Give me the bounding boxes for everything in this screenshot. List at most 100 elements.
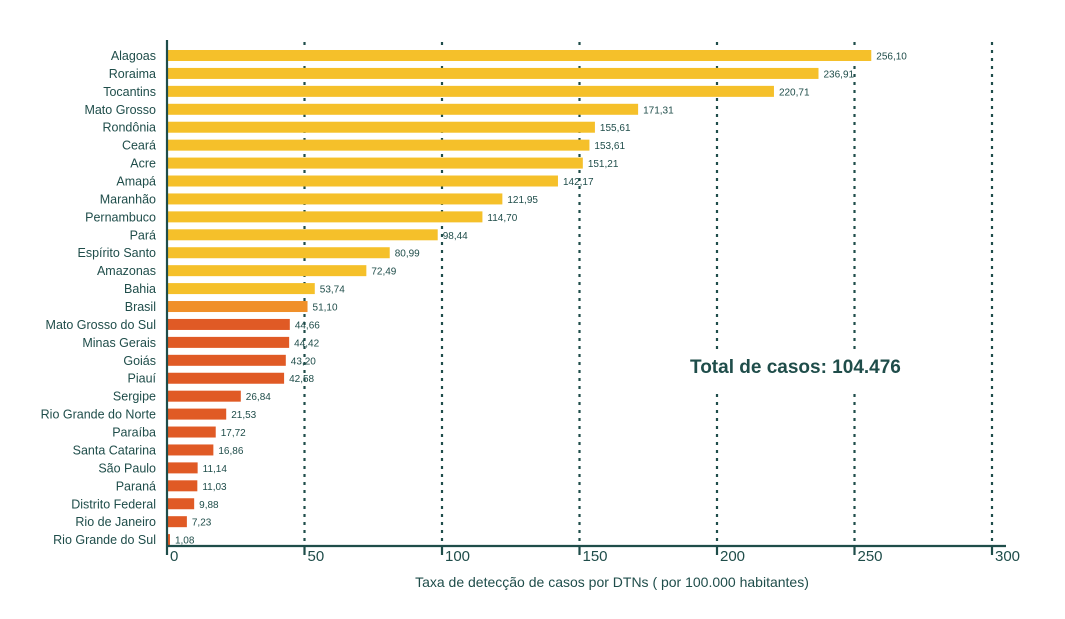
bars (168, 50, 872, 546)
bar-amazonas (168, 265, 367, 277)
value-label: 17,72 (221, 428, 246, 439)
category-label: Goiás (123, 354, 156, 368)
category-label: Mato Grosso (84, 103, 156, 117)
category-label: Pará (130, 228, 156, 242)
value-label: 21,53 (231, 410, 256, 421)
category-label: Distrito Federal (71, 497, 156, 511)
category-label: Amazonas (97, 264, 156, 278)
value-label: 236,91 (824, 69, 855, 80)
category-label: São Paulo (98, 461, 156, 475)
category-label: Rondônia (102, 121, 156, 135)
value-label: 11,14 (203, 464, 228, 475)
value-label: 151,21 (588, 159, 619, 170)
x-tick-label: 300 (995, 548, 1020, 565)
value-label: 98,44 (443, 231, 468, 242)
value-label: 220,71 (779, 87, 810, 98)
bar-ceará (168, 139, 590, 151)
bar-acre (168, 157, 583, 169)
x-tick-label: 50 (308, 548, 325, 565)
bar-tocantins (168, 85, 774, 97)
category-label: Tocantins (103, 85, 156, 99)
bar-espírito-santo (168, 247, 390, 259)
value-labels: 256,10 236,91 220,71 171,31 155,61 153,61 151,… (175, 52, 907, 547)
category-label: Paraíba (112, 426, 156, 440)
value-label: 11,03 (202, 482, 227, 493)
bar-paraná (168, 480, 198, 492)
bar-rondônia (168, 121, 595, 133)
category-label: Piauí (128, 372, 157, 386)
bar-pará (168, 229, 438, 241)
bar-distrito-federal (168, 498, 195, 510)
value-label: 26,84 (246, 392, 271, 403)
bar-rio-grande-do-norte (168, 408, 227, 420)
category-label: Rio Grande do Norte (41, 408, 156, 422)
value-label: 43,20 (291, 356, 316, 367)
x-tick-labels: 0 50 100 150 200 250 300 (170, 548, 1020, 565)
value-label: 153,61 (594, 141, 625, 152)
value-label: 171,31 (643, 105, 674, 116)
bar-maranhão (168, 193, 503, 205)
category-label: Amapá (116, 175, 156, 189)
category-label: Alagoas (111, 49, 156, 63)
value-label: 114,70 (487, 213, 517, 224)
category-label: Sergipe (113, 390, 156, 404)
bar-amapá (168, 175, 558, 187)
category-label: Ceará (122, 139, 156, 153)
bar-santa-catarina (168, 444, 214, 456)
bar-bahia (168, 283, 315, 295)
annotation-background (683, 349, 908, 391)
value-label: 1,08 (175, 536, 195, 547)
value-label: 256,10 (876, 52, 907, 63)
category-label: Santa Catarina (73, 443, 156, 457)
bar-paraíba (168, 426, 216, 438)
bar-minas-gerais (168, 336, 290, 348)
bar-rio-grande-do-sul (168, 534, 170, 546)
value-label: 9,88 (199, 500, 219, 511)
bar-sergipe (168, 390, 241, 402)
value-label: 121,95 (507, 195, 538, 206)
value-label: 44,66 (295, 320, 320, 331)
value-label: 42,58 (289, 374, 314, 385)
category-label: Roraima (109, 67, 156, 81)
value-label: 51,10 (313, 303, 338, 314)
grid-lines (303, 42, 994, 546)
bar-mato-grosso-do-sul (168, 318, 290, 330)
category-label: Mato Grosso do Sul (46, 318, 156, 332)
category-label: Espírito Santo (77, 246, 156, 260)
value-label: 16,86 (218, 446, 243, 457)
x-tick-label: 100 (445, 548, 470, 565)
category-label: Acre (130, 157, 156, 171)
category-label: Minas Gerais (82, 336, 156, 350)
value-label: 142,17 (563, 177, 594, 188)
value-label: 72,49 (371, 267, 396, 278)
total-cases-annotation: Total de casos: 104.476 (690, 357, 901, 378)
bar-roraima (168, 67, 819, 79)
value-label: 80,99 (395, 249, 420, 260)
value-label: 53,74 (320, 285, 345, 296)
category-label: Bahia (124, 282, 156, 296)
x-axis-title: Taxa de detecção de casos por DTNs ( por… (415, 574, 809, 590)
bar-pernambuco (168, 211, 483, 223)
category-label: Rio Grande do Sul (53, 533, 156, 547)
category-label: Rio de Janeiro (75, 515, 156, 529)
bar-brasil (168, 301, 308, 313)
x-tick-label: 0 (170, 548, 178, 565)
value-label: 44,42 (294, 338, 319, 349)
axes (165, 40, 1006, 555)
bar-piauí (168, 372, 285, 384)
bar-alagoas (168, 50, 872, 61)
category-labels: Alagoas Roraima Tocantins Mato Grosso Rondôn… (41, 49, 157, 547)
category-label: Pernambuco (85, 210, 156, 224)
category-label: Brasil (125, 300, 156, 314)
bar-mato-grosso (168, 103, 639, 115)
value-label: 155,61 (600, 123, 631, 134)
bar-goiás (168, 354, 286, 366)
x-tick-label: 150 (583, 548, 608, 565)
x-tick-label: 200 (720, 548, 745, 565)
x-tick-label: 250 (858, 548, 883, 565)
category-label: Paraná (116, 479, 156, 493)
category-label: Maranhão (100, 192, 156, 206)
value-label: 7,23 (192, 518, 212, 529)
bar-rio-de-janeiro (168, 516, 187, 528)
